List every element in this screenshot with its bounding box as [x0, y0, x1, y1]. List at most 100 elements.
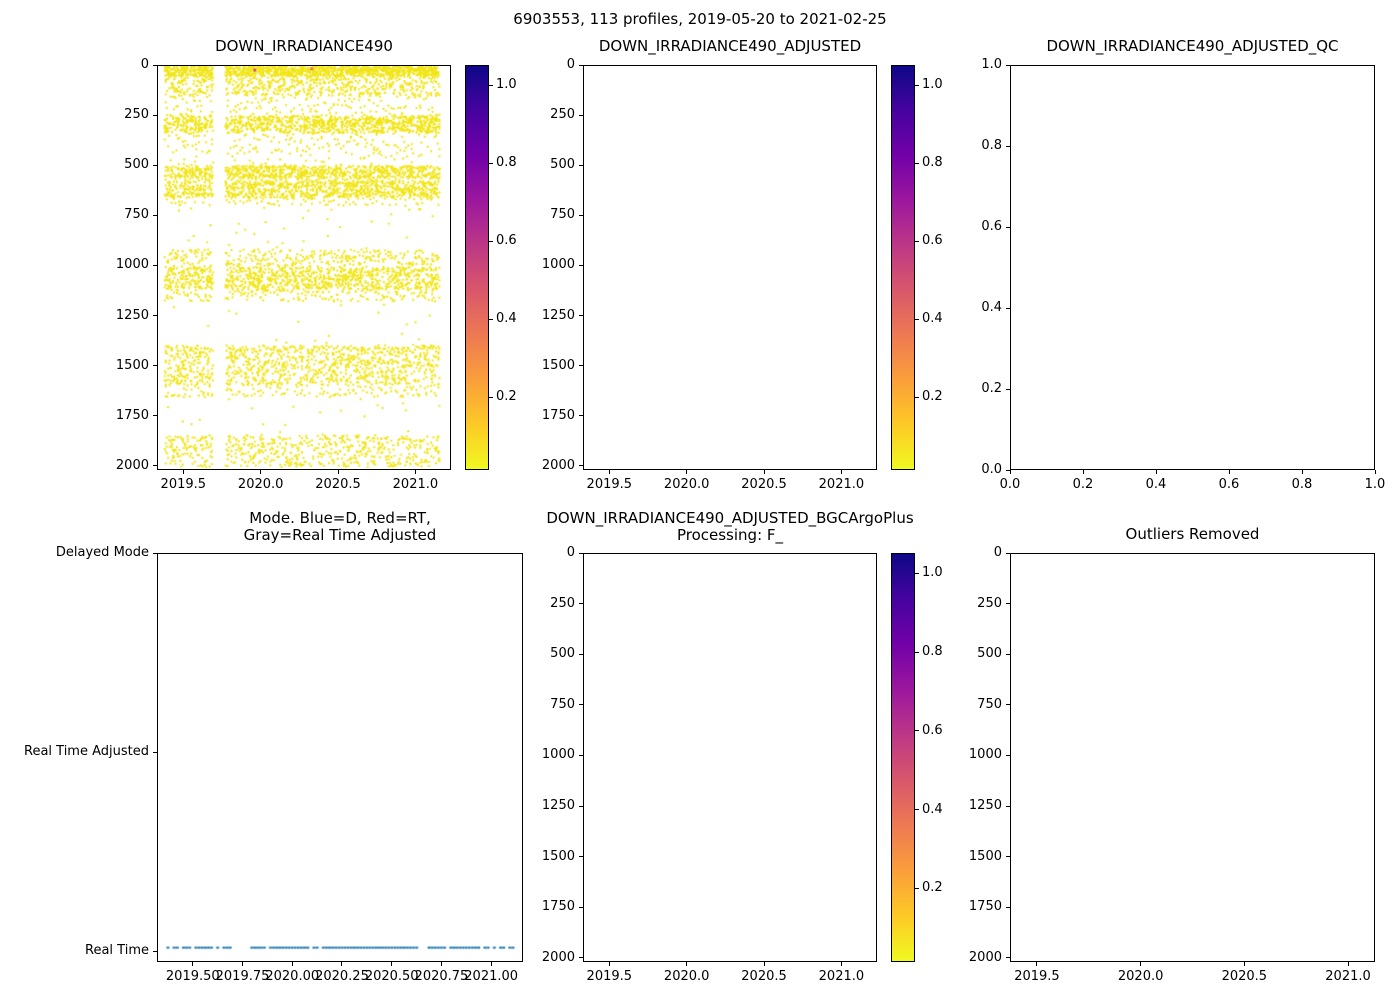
x-tick-mark	[192, 962, 194, 966]
y-tick-mark	[579, 114, 583, 116]
x-tick-mark	[440, 962, 442, 966]
y-tick-mark	[1006, 754, 1010, 756]
plot-area-bgcargoplus	[583, 553, 877, 962]
x-tick-mark	[182, 470, 184, 474]
x-tick-mark	[490, 962, 492, 966]
y-tick-label: 1000	[968, 747, 1002, 763]
x-tick-label: 2020.0	[663, 969, 710, 984]
x-tick-mark	[1082, 470, 1084, 474]
y-tick-mark	[579, 805, 583, 807]
x-tick-label: 2019.5	[586, 477, 633, 492]
colorbar-tick-mark	[489, 240, 493, 242]
y-tick-mark	[579, 315, 583, 317]
x-tick-label: 2019.5	[160, 477, 207, 492]
y-tick-label: 250	[550, 595, 575, 611]
y-tick-mark	[579, 415, 583, 417]
x-tick-label: 2019.75	[215, 969, 270, 984]
y-tick-label: 0.6	[981, 219, 1002, 234]
x-tick-mark	[608, 470, 610, 474]
colorbar-tick-label: 0.8	[496, 155, 517, 171]
x-tick-label: 2021.0	[818, 477, 865, 492]
y-tick-label: 0	[993, 545, 1002, 560]
y-tick-label: Real Time	[85, 943, 149, 959]
y-tick-mark	[1006, 906, 1010, 908]
figure-title: 6903553, 113 profiles, 2019-05-20 to 202…	[513, 10, 887, 28]
colorbar-adjusted	[891, 65, 915, 470]
y-tick-mark	[579, 957, 583, 959]
y-tick-label: 2000	[968, 949, 1002, 965]
x-tick-label: 2020.0	[663, 477, 710, 492]
y-tick-mark	[579, 164, 583, 166]
y-tick-label: 2000	[115, 457, 149, 473]
x-tick-label: 2019.50	[165, 969, 220, 984]
y-tick-label: 1250	[968, 798, 1002, 814]
y-tick-mark	[579, 906, 583, 908]
y-tick-mark	[1006, 957, 1010, 959]
x-tick-label: 2021.00	[464, 969, 519, 984]
colorbar-tick-mark	[915, 809, 919, 811]
y-tick-label: 1.0	[981, 57, 1002, 72]
subplot-title-adjusted-qc: DOWN_IRRADIANCE490_ADJUSTED_QC	[1046, 37, 1339, 55]
colorbar-tick-label: 0.8	[922, 644, 943, 660]
x-tick-mark	[260, 470, 262, 474]
x-tick-mark	[1301, 470, 1303, 474]
x-tick-mark	[840, 470, 842, 474]
colorbar-bgcargoplus	[891, 553, 915, 962]
y-tick-mark	[153, 950, 157, 952]
y-tick-mark	[579, 603, 583, 605]
colorbar-tick-mark	[915, 887, 919, 889]
x-tick-label: 0.2	[1072, 477, 1094, 492]
x-tick-mark	[840, 962, 842, 966]
x-tick-label: 2020.75	[414, 969, 469, 984]
plot-area-outliers-removed	[1010, 553, 1375, 962]
x-tick-label: 2020.0	[1117, 969, 1164, 984]
colorbar-tick-label: 0.4	[496, 311, 517, 327]
x-tick-label: 2019.5	[586, 969, 633, 984]
colorbar-tick-mark	[915, 572, 919, 574]
colorbar-tick-mark	[915, 651, 919, 653]
y-tick-label: 1500	[115, 357, 149, 373]
colorbar-tick-mark	[915, 162, 919, 164]
y-tick-label: 1250	[541, 798, 575, 814]
plot-area-mode	[157, 553, 523, 962]
colorbar-tick-mark	[489, 162, 493, 164]
x-tick-label: 2020.5	[741, 969, 787, 984]
x-tick-mark	[1009, 470, 1011, 474]
y-tick-mark	[153, 751, 157, 753]
y-tick-mark	[153, 552, 157, 554]
plot-area-down-irradiance490	[157, 65, 451, 470]
x-tick-label: 2020.0	[237, 477, 284, 492]
y-tick-mark	[579, 653, 583, 655]
y-tick-label: 1500	[541, 357, 575, 373]
y-tick-label: 1500	[968, 848, 1002, 864]
colorbar-tick-label: 0.4	[922, 311, 943, 327]
colorbar-tick-label: 0.6	[496, 233, 517, 249]
y-tick-mark	[579, 465, 583, 467]
colorbar-tick-mark	[489, 396, 493, 398]
colorbar-tick-mark	[915, 84, 919, 86]
x-tick-mark	[1140, 962, 1142, 966]
x-tick-mark	[1036, 962, 1038, 966]
y-tick-mark	[1006, 603, 1010, 605]
x-tick-mark	[608, 962, 610, 966]
colorbar-tick-label: 1.0	[922, 77, 943, 93]
x-tick-mark	[337, 470, 339, 474]
x-tick-mark	[763, 470, 765, 474]
y-tick-label: 0.0	[981, 462, 1002, 477]
y-tick-label: 0	[566, 57, 575, 72]
y-tick-label: 750	[977, 696, 1002, 712]
y-tick-mark	[153, 415, 157, 417]
x-tick-mark	[686, 470, 688, 474]
y-tick-mark	[579, 856, 583, 858]
y-tick-mark	[1006, 145, 1010, 147]
colorbar-tick-label: 0.4	[922, 801, 943, 817]
y-tick-mark	[1006, 64, 1010, 66]
y-tick-mark	[579, 64, 583, 66]
y-tick-label: 1500	[541, 848, 575, 864]
y-tick-label: 1750	[541, 899, 575, 915]
y-tick-label: 1750	[968, 899, 1002, 915]
y-tick-mark	[579, 264, 583, 266]
y-tick-label: 0.2	[981, 381, 1002, 396]
colorbar-tick-mark	[489, 318, 493, 320]
